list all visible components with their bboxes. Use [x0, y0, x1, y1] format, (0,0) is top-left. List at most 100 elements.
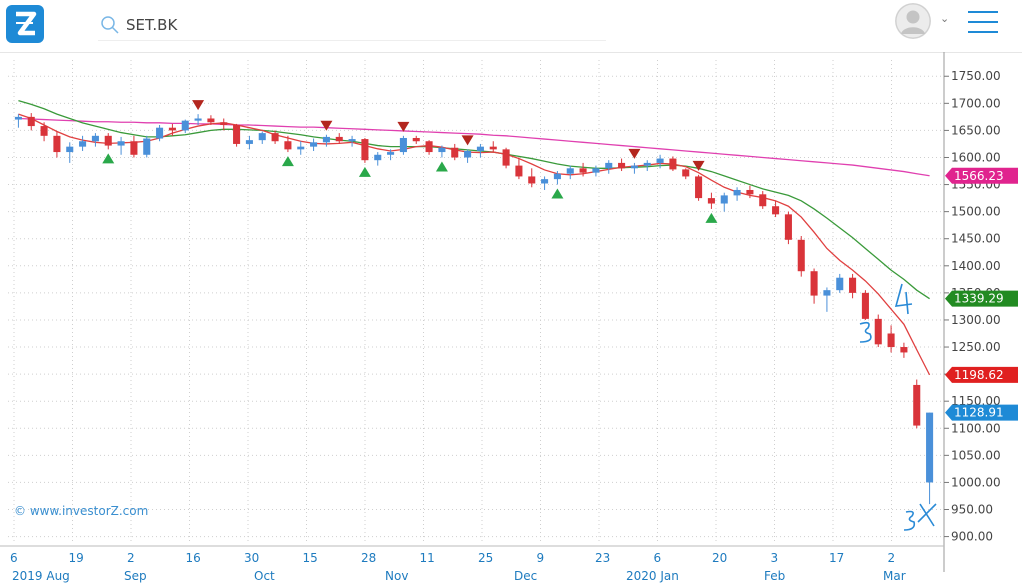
chart-grid [0, 52, 945, 572]
candle-body [913, 384, 921, 426]
y-tick-label: 900.00 [951, 530, 993, 544]
annotation-3x [903, 503, 937, 531]
candle-body [900, 347, 908, 353]
candle-body [40, 126, 48, 136]
candle-body [682, 169, 690, 177]
x-axis: 6 19 2 16 30 15 28 11 25 9 23 6 20 3 17 2 2019 Aug Sep Oct… [10, 551, 906, 583]
candle-body [258, 133, 266, 141]
month-label: Feb [764, 569, 785, 583]
buy-signal-icon [435, 161, 448, 172]
x-tick-label: 9 [537, 551, 545, 565]
candle-body [605, 162, 613, 169]
candle-body [53, 135, 61, 153]
chevron-down-icon[interactable]: ⌄ [940, 12, 950, 25]
x-tick-label: 6 [654, 551, 662, 565]
candle-body [220, 122, 228, 125]
price-tag-ma10: 1198.62 [945, 366, 1018, 383]
candle-body [335, 136, 343, 142]
candle-body [759, 194, 767, 207]
y-tick-label: 1600.00 [951, 150, 1001, 164]
candle-body [168, 127, 176, 131]
candle-body [810, 271, 818, 296]
candle-body [233, 124, 241, 144]
candle-body [502, 149, 510, 166]
search-bar[interactable] [98, 10, 606, 41]
candle-body [374, 154, 382, 161]
price-tag-label: 1198.62 [954, 368, 1004, 382]
menu-icon[interactable] [968, 11, 998, 35]
candle-body [528, 176, 536, 184]
candle-body [592, 168, 600, 173]
candle-body [746, 189, 754, 195]
top-bar: ⌄ [0, 0, 1022, 53]
search-input[interactable] [124, 12, 598, 38]
sell-signal-icon [320, 120, 333, 131]
candle-body [117, 141, 125, 146]
x-tick-label: 25 [478, 551, 493, 565]
price-tag-label: 1566.23 [954, 169, 1004, 183]
sell-signal-icon [192, 100, 205, 111]
logo-icon[interactable] [6, 5, 44, 43]
y-tick-label: 1250.00 [951, 340, 1001, 354]
candle-body [553, 173, 561, 180]
handwritten-annotations [859, 283, 937, 531]
candle-body [91, 135, 99, 142]
candle-body [194, 118, 202, 121]
ma200-line [18, 117, 930, 177]
price-tags: 1566.23 1339.29 1198.62 1128.91 [945, 167, 1018, 421]
candle-body [181, 120, 189, 131]
candle-body [156, 127, 164, 139]
month-label: Dec [514, 569, 537, 583]
candle-body [322, 136, 330, 143]
candle-body [412, 137, 420, 142]
x-tick-label: 6 [10, 551, 18, 565]
y-tick-label: 1050.00 [951, 448, 1001, 462]
candle-body [618, 162, 626, 169]
x-tick-label: 17 [829, 551, 844, 565]
candle-body [66, 146, 74, 153]
y-tick-label: 1750.00 [951, 69, 1001, 83]
price-tag-bg [945, 404, 1018, 421]
candle-body [695, 176, 703, 199]
candle-body [438, 147, 446, 153]
y-tick-label: 1000.00 [951, 475, 1001, 489]
candle-body [874, 318, 882, 345]
x-tick-label: 11 [420, 551, 435, 565]
candle-body [849, 277, 857, 293]
candle-body [361, 139, 369, 161]
sell-signal-icon [461, 135, 474, 146]
x-tick-label: 30 [244, 551, 259, 565]
sell-signal-icon [628, 148, 641, 159]
candlestick-series [14, 113, 934, 505]
x-tick-label: 3 [771, 551, 779, 565]
candle-body [284, 141, 292, 150]
candle-body [451, 147, 459, 158]
candle-body [656, 158, 664, 163]
x-tick-label: 20 [712, 551, 727, 565]
x-tick-label: 16 [186, 551, 201, 565]
user-avatar[interactable] [895, 3, 931, 39]
candle-body [630, 165, 638, 169]
candle-body [130, 141, 138, 155]
price-chart: 1750.001700.001650.001600.001550.001500.… [0, 52, 1018, 583]
y-tick-label: 1400.00 [951, 259, 1001, 273]
candle-body [566, 168, 574, 174]
ma10-line [18, 113, 931, 376]
sell-signal-icon [692, 160, 705, 171]
candle-body [143, 138, 151, 155]
y-tick-label: 1300.00 [951, 313, 1001, 327]
price-tag-close: 1128.91 [945, 404, 1018, 421]
candle-body [643, 162, 651, 166]
month-label: Mar [883, 569, 906, 583]
candle-body [271, 133, 279, 142]
candle-body [669, 158, 677, 170]
candle-body [79, 141, 87, 147]
candle-body [104, 135, 112, 146]
candle-body [348, 139, 356, 142]
candle-body [784, 214, 792, 240]
month-label: Oct [254, 569, 275, 583]
candle-body [720, 195, 728, 204]
month-label: Nov [385, 569, 408, 583]
search-icon [100, 15, 120, 39]
annotation-3 [859, 321, 872, 343]
